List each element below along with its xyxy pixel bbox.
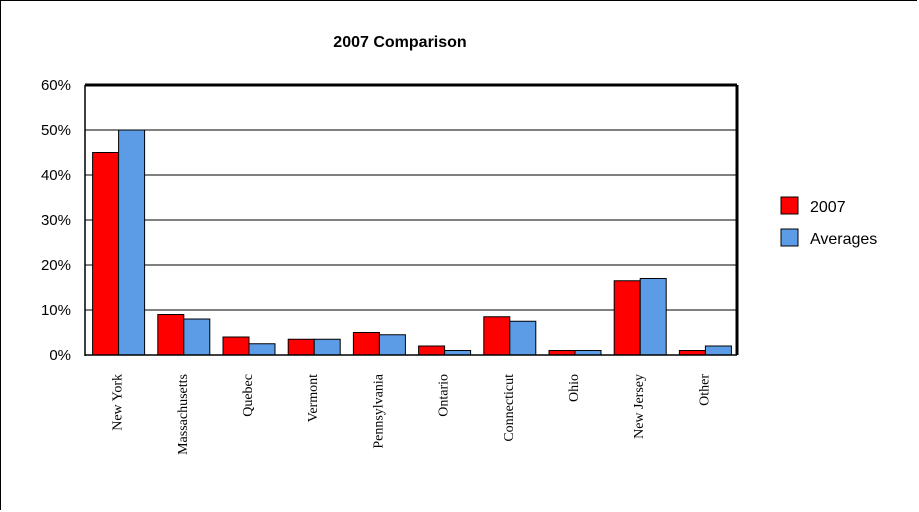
- legend-label: Averages: [810, 231, 877, 248]
- bar-2007: [92, 152, 120, 356]
- x-tick-label: Quebec: [241, 374, 256, 417]
- bar-averages: [509, 320, 537, 356]
- axis-layer: 0% 10% 20% 30% 40% 50% 60% New York Massachusett…: [41, 77, 739, 455]
- x-tick-label: Ontario: [437, 374, 452, 417]
- x-tick-label: New York: [111, 374, 126, 431]
- y-tick-label: 20%: [41, 257, 71, 274]
- bar-averages: [248, 343, 276, 356]
- bar-2007: [613, 280, 641, 356]
- y-tick-label: 30%: [41, 212, 71, 229]
- bars-layer: [92, 129, 732, 356]
- bar-averages: [704, 345, 732, 356]
- x-tick-label: New Jersey: [632, 374, 647, 439]
- bar-averages: [118, 129, 146, 356]
- bar-2007: [287, 338, 315, 356]
- y-tick-label: 0%: [49, 347, 71, 364]
- x-tick-label: Pennsylvania: [371, 373, 386, 448]
- legend-swatch: [780, 196, 799, 215]
- x-tick-label: Ohio: [567, 374, 582, 402]
- y-tick-label: 10%: [41, 302, 71, 319]
- legend-swatch: [780, 228, 799, 247]
- y-tick-label: 60%: [41, 77, 71, 94]
- bar-averages: [378, 334, 406, 356]
- x-tick-label: Other: [697, 374, 712, 406]
- x-tick-label: Vermont: [306, 374, 321, 422]
- y-tick-label: 50%: [41, 122, 71, 139]
- grid-layer: [85, 84, 737, 311]
- bar-2007: [157, 314, 185, 356]
- bar-2007: [418, 345, 446, 356]
- bar-2007: [483, 316, 511, 356]
- legend: 2007 Averages: [780, 196, 877, 248]
- bar-2007: [352, 332, 380, 356]
- bar-2007: [222, 336, 250, 356]
- legend-label: 2007: [810, 199, 846, 216]
- y-tick-label: 40%: [41, 167, 71, 184]
- chart-title: 2007 Comparison: [333, 34, 466, 51]
- bar-averages: [183, 318, 211, 356]
- bar-averages: [639, 278, 667, 356]
- x-tick-label: Massachusetts: [176, 374, 191, 455]
- x-tick-label: Connecticut: [502, 374, 517, 442]
- bar-averages: [313, 338, 341, 356]
